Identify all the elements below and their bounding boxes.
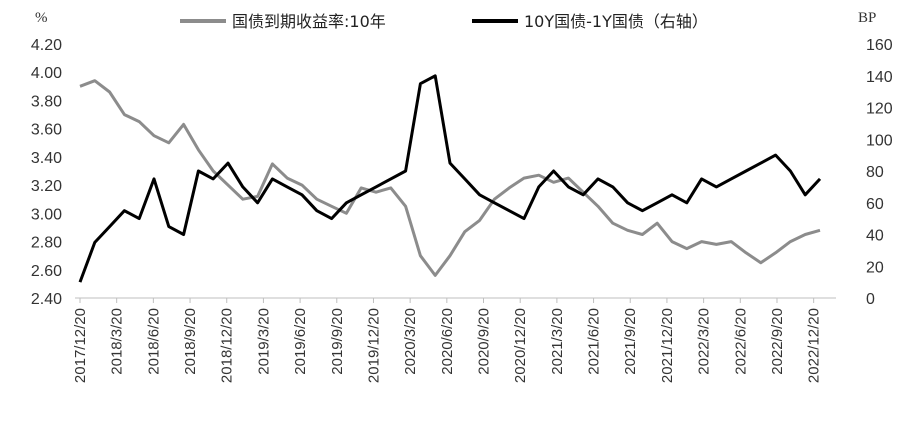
left-tick-label: 4.20 [31, 37, 62, 54]
x-tick-label: 2021/3/20 [549, 308, 566, 375]
left-tick-label: 3.00 [31, 206, 62, 223]
x-tick-label: 2018/9/20 [182, 308, 199, 375]
right-tick-label: 140 [866, 69, 893, 86]
x-tick-label: 2020/12/20 [512, 308, 529, 383]
right-tick-label: 160 [866, 37, 893, 54]
x-tick-label: 2020/6/20 [439, 308, 456, 375]
left-axis-unit: % [35, 10, 48, 26]
legend-label-spread: 10Y国债-1Y国债（右轴） [524, 12, 708, 31]
left-tick-label: 4.00 [31, 65, 62, 82]
right-tick-label: 20 [866, 259, 884, 276]
x-tick-label: 2021/6/20 [586, 308, 603, 375]
right-tick-label: 120 [866, 101, 893, 118]
x-tick-label: 2019/12/20 [365, 308, 382, 383]
x-tick-label: 2020/3/20 [402, 308, 419, 375]
right-tick-label: 40 [866, 228, 884, 245]
series-layer [78, 74, 822, 283]
left-tick-label: 3.80 [31, 93, 62, 110]
x-tick-label: 2018/12/20 [219, 308, 236, 383]
x-tick-label: 2018/3/20 [109, 308, 126, 375]
left-tick-label: 3.60 [31, 122, 62, 139]
left-axis: 4.20 4.00 3.80 3.60 3.40 3.20 3.00 2.80 2.60 2.40 [31, 37, 62, 308]
left-tick-label: 2.80 [31, 235, 62, 252]
right-axis: 160 140 120 100 80 60 40 20 0 [866, 37, 893, 308]
right-tick-label: 0 [866, 291, 875, 308]
x-tick-label: 2022/12/20 [806, 308, 823, 383]
left-tick-label: 2.40 [31, 291, 62, 308]
left-tick-label: 3.20 [31, 178, 62, 195]
right-tick-label: 100 [866, 132, 893, 149]
series-line-1 [78, 74, 822, 283]
legend-label-yield: 国债到期收益率:10年 [232, 12, 386, 31]
x-tick-label: 2018/6/20 [145, 308, 162, 375]
x-axis: 2017/12/20 2018/3/20 2018/6/20 2018/9/20 201… [72, 298, 823, 383]
x-tick-label: 2021/12/20 [659, 308, 676, 383]
x-tick-label: 2022/9/20 [769, 308, 786, 375]
left-tick-label: 3.40 [31, 150, 62, 167]
x-tick-label: 2017/12/20 [72, 308, 89, 383]
x-tick-label: 2019/9/20 [329, 308, 346, 375]
x-tick-label: 2020/9/20 [476, 308, 493, 375]
right-tick-label: 80 [866, 164, 884, 181]
left-tick-label: 2.60 [31, 263, 62, 280]
x-tick-label: 2022/3/20 [696, 308, 713, 375]
x-tick-label: 2019/6/20 [292, 308, 309, 375]
series-line-0 [79, 79, 821, 277]
right-tick-label: 60 [866, 196, 884, 213]
x-tick-label: 2022/6/20 [732, 308, 749, 375]
legend: 国债到期收益率:10年 10Y国债-1Y国债（右轴） [180, 12, 708, 31]
x-tick-label: 2019/3/20 [255, 308, 272, 375]
x-tick-label: 2021/9/20 [622, 308, 639, 375]
right-axis-unit: BP [858, 10, 876, 26]
